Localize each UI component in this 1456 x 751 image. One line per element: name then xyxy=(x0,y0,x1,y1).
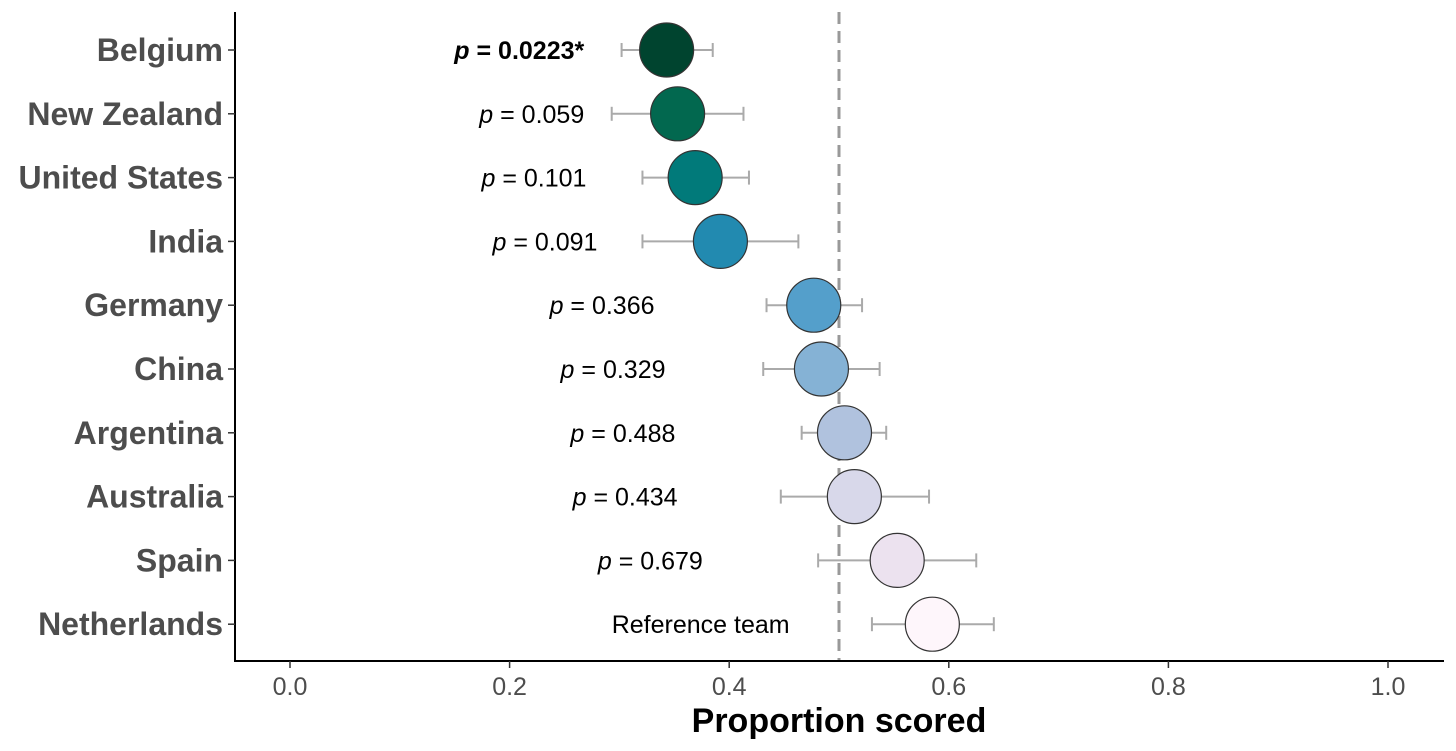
country-label: United States xyxy=(19,160,223,196)
x-tick-label: 1.0 xyxy=(1371,673,1406,701)
data-point xyxy=(692,213,749,269)
p-value-label: p = 0.0223* xyxy=(453,37,584,65)
x-tick-label: 0.2 xyxy=(492,673,527,701)
p-value-text: = 0.366 xyxy=(563,292,654,320)
p-value-text: = 0.0223* xyxy=(470,37,585,65)
p-value-label: p = 0.329 xyxy=(560,356,666,384)
p-symbol: p xyxy=(572,484,587,512)
p-symbol: p xyxy=(453,37,469,65)
p-value-text: = 0.488 xyxy=(584,420,675,448)
p-symbol: p xyxy=(560,356,575,384)
x-axis-title: Proportion scored xyxy=(692,702,987,740)
x-tick-label: 0.0 xyxy=(273,673,308,701)
p-value-text: = 0.679 xyxy=(612,547,703,575)
p-value-label: p = 0.434 xyxy=(572,484,678,512)
country-label: India xyxy=(148,223,223,259)
p-value-text: Reference team xyxy=(612,611,790,639)
data-point xyxy=(826,469,882,525)
x-tick-label: 0.8 xyxy=(1151,673,1186,701)
p-value-text: = 0.101 xyxy=(495,165,586,193)
p-symbol: p xyxy=(549,292,564,320)
data-point xyxy=(816,405,873,461)
p-value-label: p = 0.679 xyxy=(597,547,703,575)
country-label: Spain xyxy=(136,542,223,578)
p-value-text: = 0.329 xyxy=(574,356,665,384)
p-symbol: p xyxy=(478,101,493,129)
data-point xyxy=(904,596,960,652)
p-value-text: = 0.059 xyxy=(493,101,584,129)
data-point xyxy=(639,22,695,78)
x-tick-label: 0.4 xyxy=(712,673,747,701)
p-symbol: p xyxy=(480,165,495,193)
country-label: China xyxy=(134,351,223,387)
data-point xyxy=(786,277,842,333)
country-label: Netherlands xyxy=(38,606,223,642)
x-tick-label: 0.6 xyxy=(931,673,966,701)
p-value-label: p = 0.059 xyxy=(478,101,584,129)
country-label: Argentina xyxy=(74,415,224,451)
data-point xyxy=(793,341,850,397)
p-value-text: = 0.091 xyxy=(506,228,597,256)
country-label: Germany xyxy=(84,287,223,323)
p-value-label: p = 0.366 xyxy=(549,292,655,320)
data-point xyxy=(869,532,925,589)
p-value-label: Reference team xyxy=(612,611,790,639)
p-symbol: p xyxy=(569,420,584,448)
data-point xyxy=(667,150,723,206)
p-value-label: p = 0.101 xyxy=(480,165,586,193)
country-label: Belgium xyxy=(97,32,223,68)
data-point xyxy=(649,86,706,142)
country-label: New Zealand xyxy=(27,96,223,132)
p-symbol: p xyxy=(597,547,612,575)
p-symbol: p xyxy=(491,228,506,256)
p-value-text: = 0.434 xyxy=(587,484,678,512)
p-value-label: p = 0.091 xyxy=(491,228,597,256)
country-label: Australia xyxy=(86,479,223,515)
p-value-label: p = 0.488 xyxy=(569,420,675,448)
